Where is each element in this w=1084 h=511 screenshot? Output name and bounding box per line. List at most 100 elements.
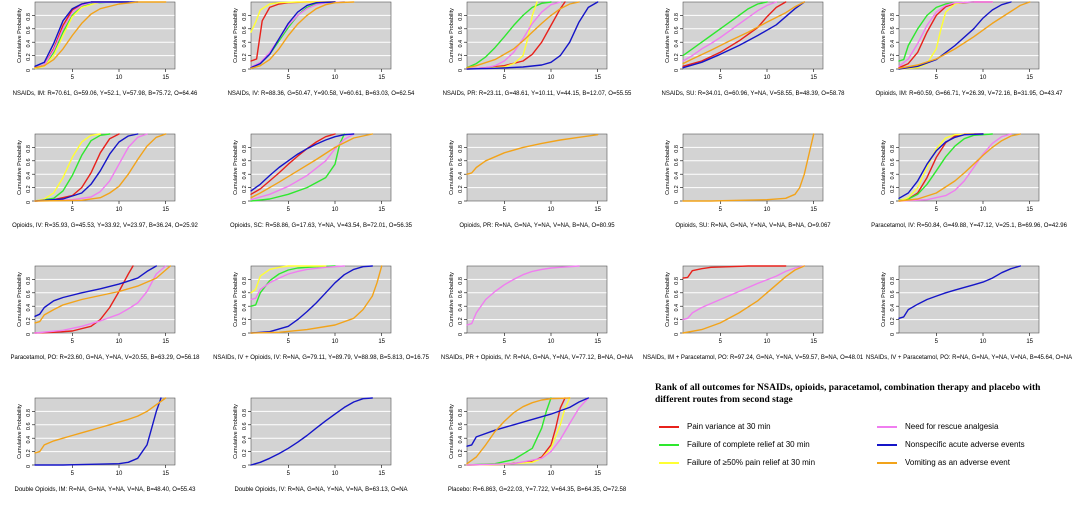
y-tick-label: 0.2 [26,317,32,325]
panel-caption: Double Opioids, IM: R=NA, G=NA, Y=NA, V=… [15,487,197,493]
chart-panel-15: 0 0.2 0.4 0.6 0.8 5 10 15 Cumulative Probability… [866,265,1072,361]
series-line-vomiting [466,397,571,465]
y-axis-label: Cumulative Probability [17,8,23,63]
panel-caption: Opioids, PR: R=NA, G=NA, Y=NA, V=NA, B=N… [459,223,615,229]
series-line-adverse [682,1,805,69]
series-line-rescue [250,133,355,201]
legend-swatch-adverse [877,443,897,446]
y-tick-label: 0.6 [674,290,680,298]
y-tick-label: 0 [26,465,32,468]
series-line-fifty-relief [898,1,965,70]
y-tick-label: 0.8 [674,145,680,153]
y-axis-label: Cumulative Probability [881,272,887,327]
series-line-rescue [34,265,167,334]
y-tick-label: 0.8 [458,13,464,21]
y-axis-label: Cumulative Probability [881,140,887,195]
y-tick-label: 0.6 [674,26,680,34]
y-tick-label: 0.2 [890,53,896,61]
legend-item-fifty-relief: Failure of ≥50% pain relief at 30 min [659,458,815,467]
series-line-vomiting [466,133,599,175]
series-line-rescue [898,1,993,68]
y-tick-label: 0.6 [458,26,464,34]
x-tick-label: 5 [935,339,939,345]
legend: Rank of all outcomes for NSAIDs, opioids… [655,382,1075,507]
x-tick-label: 10 [764,339,771,345]
plot-area [467,134,607,201]
panel-caption: NSAIDs, PR: R=23.11, G=48.61, Y=10.11, V… [443,91,632,97]
y-tick-label: 0.8 [890,13,896,21]
y-tick-label: 0.2 [674,53,680,61]
y-tick-label: 0.2 [890,317,896,325]
chart-panel-13: 0 0.2 0.4 0.6 0.8 5 10 15 Cumulative Probability… [441,265,633,361]
y-axis-label: Cumulative Probability [449,8,455,63]
panel-caption: NSAIDs, IM: R=70.61, G=59.06, Y=52.1, V=… [13,91,198,97]
legend-label-pain-variance: Pain variance at 30 min [687,422,771,431]
x-tick-label: 15 [1026,339,1033,345]
y-tick-label: 0.8 [26,277,32,285]
y-tick-label: 0.6 [890,290,896,298]
x-tick-label: 15 [594,339,601,345]
panel-caption: Double Opioids, IV: R=NA, G=NA, Y=NA, V=… [234,487,407,493]
y-tick-label: 0.6 [458,158,464,166]
panel-caption: Opioids, IV: R=35.93, G=45.53, Y=33.92, … [12,223,198,229]
plot-area [35,2,175,69]
plot-area [899,266,1039,333]
y-tick-label: 0 [890,201,896,204]
x-tick-label: 5 [287,339,291,345]
series-line-fifty-relief [34,133,102,202]
series-line-vomiting [682,133,815,202]
x-tick-label: 5 [503,471,507,477]
chart-panel-14: 0 0.2 0.4 0.6 0.8 5 10 15 Cumulative Probability… [643,265,864,361]
panel-caption: NSAIDs, IV: R=88.36, G=50.47, Y=90.58, V… [228,91,415,97]
series-line-adverse [250,133,355,192]
x-tick-label: 15 [378,471,385,477]
x-tick-label: 5 [287,471,291,477]
plot-frame [250,397,392,466]
x-tick-label: 15 [378,75,385,81]
y-axis-label: Cumulative Probability [449,404,455,459]
x-tick-label: 15 [810,207,817,213]
legend-swatch-complete-relief [659,443,679,446]
x-tick-label: 10 [764,207,771,213]
y-axis-label: Cumulative Probability [449,140,455,195]
series-line-adverse [466,1,599,70]
y-tick-label: 0.6 [242,290,248,298]
series-line-adverse [898,1,1012,70]
y-tick-label: 0.6 [26,290,32,298]
y-tick-label: 0.6 [458,290,464,298]
chart-panel-9: 0 0.2 0.4 0.6 0.8 5 10 15 Cumulative Probability… [665,133,831,229]
x-tick-label: 10 [332,207,339,213]
plot-area [683,134,823,201]
y-axis-label: Cumulative Probability [665,140,671,195]
plot-frame [466,133,608,202]
y-tick-label: 0 [242,465,248,468]
y-tick-label: 0.4 [26,304,32,312]
series-line-pain-variance [34,265,134,334]
x-tick-label: 10 [980,207,987,213]
y-tick-label: 0.4 [674,304,680,312]
x-tick-label: 10 [332,75,339,81]
chart-panel-5: 0 0.2 0.4 0.6 0.8 5 10 15 Cumulative Probability… [875,1,1063,97]
chart-panel-17: 0 0.2 0.4 0.6 0.8 5 10 15 Cumulative Probability… [233,397,408,493]
x-tick-label: 15 [162,75,169,81]
y-tick-label: 0.2 [458,317,464,325]
legend-item-rescue: Need for rescue analgesia [877,422,998,431]
series-line-pain-variance [250,133,336,196]
y-tick-label: 0.8 [458,277,464,285]
y-axis-label: Cumulative Probability [233,404,239,459]
plot-area [35,134,175,201]
chart-panel-4: 0 0.2 0.4 0.6 0.8 5 10 15 Cumulative Probability… [661,1,845,97]
y-tick-label: 0.4 [458,436,464,444]
series-line-complete-relief [682,1,768,57]
x-tick-label: 10 [116,339,123,345]
series-line-vomiting [682,265,805,334]
chart-panel-1: 0 0.2 0.4 0.6 0.8 5 10 15 Cumulative Probability… [13,1,198,97]
y-tick-label: 0 [242,333,248,336]
y-tick-label: 0 [674,333,680,336]
y-tick-label: 0.2 [26,185,32,193]
series-line-adverse [34,265,158,317]
x-tick-label: 10 [548,75,555,81]
y-tick-label: 0.2 [26,53,32,61]
series-line-rescue [682,1,777,62]
